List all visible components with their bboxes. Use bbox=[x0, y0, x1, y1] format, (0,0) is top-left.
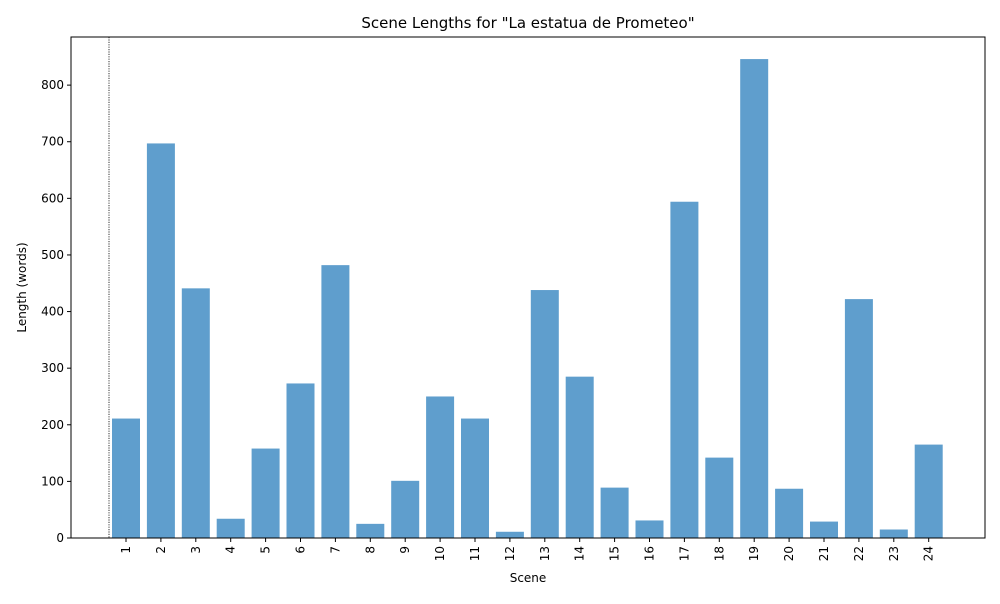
x-tick-label: 17 bbox=[677, 546, 691, 561]
bar-scene-5 bbox=[251, 448, 280, 538]
chart-title: Scene Lengths for "La estatua de Promete… bbox=[361, 14, 694, 32]
bar-scene-8 bbox=[356, 523, 385, 538]
bar-scene-15 bbox=[600, 487, 629, 538]
bar-scene-13 bbox=[530, 290, 559, 538]
x-tick-label: 10 bbox=[433, 546, 447, 561]
x-tick-label: 5 bbox=[259, 546, 273, 554]
x-tick-label: 12 bbox=[503, 546, 517, 561]
bar-scene-3 bbox=[181, 288, 210, 538]
y-tick-label: 600 bbox=[41, 191, 64, 205]
y-tick-label: 700 bbox=[41, 135, 64, 149]
x-tick-label: 16 bbox=[643, 546, 657, 561]
bar-scene-22 bbox=[844, 299, 873, 538]
bar-scene-14 bbox=[565, 376, 594, 538]
bar-scene-19 bbox=[740, 59, 769, 538]
x-tick-label: 11 bbox=[468, 546, 482, 561]
x-tick-label: 3 bbox=[189, 546, 203, 554]
bar-scene-6 bbox=[286, 383, 315, 538]
plot-frame bbox=[70, 36, 986, 539]
bar-scene-24 bbox=[914, 444, 943, 538]
bar-scene-7 bbox=[321, 265, 350, 538]
y-tick-label: 100 bbox=[41, 474, 64, 488]
y-tick-label: 200 bbox=[41, 418, 64, 432]
x-tick-label: 13 bbox=[538, 546, 552, 561]
x-tick-label: 1 bbox=[119, 546, 133, 554]
y-tick-label: 300 bbox=[41, 361, 64, 375]
y-axis-label: Length (words) bbox=[15, 242, 29, 332]
x-tick-label: 19 bbox=[747, 546, 761, 561]
bar-scene-11 bbox=[461, 418, 489, 538]
x-axis: 1 2 3 4 5 6 7 8 9 10 11 12 13 14 15 16 17 18 19 20 21 22 23 24 bbox=[119, 538, 936, 561]
x-tick-label: 8 bbox=[363, 546, 377, 554]
bar-scene-18 bbox=[705, 457, 734, 538]
bar-scene-23 bbox=[879, 529, 908, 538]
x-tick-label: 23 bbox=[887, 546, 901, 561]
x-axis-label: Scene bbox=[510, 571, 547, 585]
bar-scene-21 bbox=[810, 521, 838, 538]
x-tick-label: 6 bbox=[294, 546, 308, 554]
bars-layer bbox=[112, 59, 943, 538]
y-tick-label: 800 bbox=[41, 78, 64, 92]
bar-scene-10 bbox=[426, 396, 455, 538]
x-tick-label: 9 bbox=[398, 546, 412, 554]
x-tick-label: 2 bbox=[154, 546, 168, 554]
bar-scene-1 bbox=[112, 418, 140, 538]
bar-scene-9 bbox=[391, 480, 420, 538]
bar-scene-4 bbox=[216, 518, 245, 538]
x-tick-label: 21 bbox=[817, 546, 831, 561]
y-tick-label: 0 bbox=[56, 531, 64, 545]
x-tick-label: 22 bbox=[852, 546, 866, 561]
bar-scene-17 bbox=[670, 201, 699, 538]
bar-scene-2 bbox=[146, 143, 175, 538]
x-tick-label: 7 bbox=[328, 546, 342, 554]
bar-scene-20 bbox=[775, 488, 804, 538]
y-tick-label: 500 bbox=[41, 248, 64, 262]
bar-scene-16 bbox=[635, 520, 664, 538]
x-tick-label: 4 bbox=[224, 546, 238, 554]
y-axis: 0 100 200 300 400 500 600 700 800 bbox=[41, 78, 71, 545]
x-tick-label: 20 bbox=[782, 546, 796, 561]
y-tick-label: 400 bbox=[41, 305, 64, 319]
x-tick-label: 24 bbox=[922, 546, 936, 561]
x-tick-label: 14 bbox=[573, 546, 587, 561]
bar-scene-12 bbox=[495, 531, 524, 538]
x-tick-label: 18 bbox=[712, 546, 726, 561]
x-tick-label: 15 bbox=[608, 546, 622, 561]
